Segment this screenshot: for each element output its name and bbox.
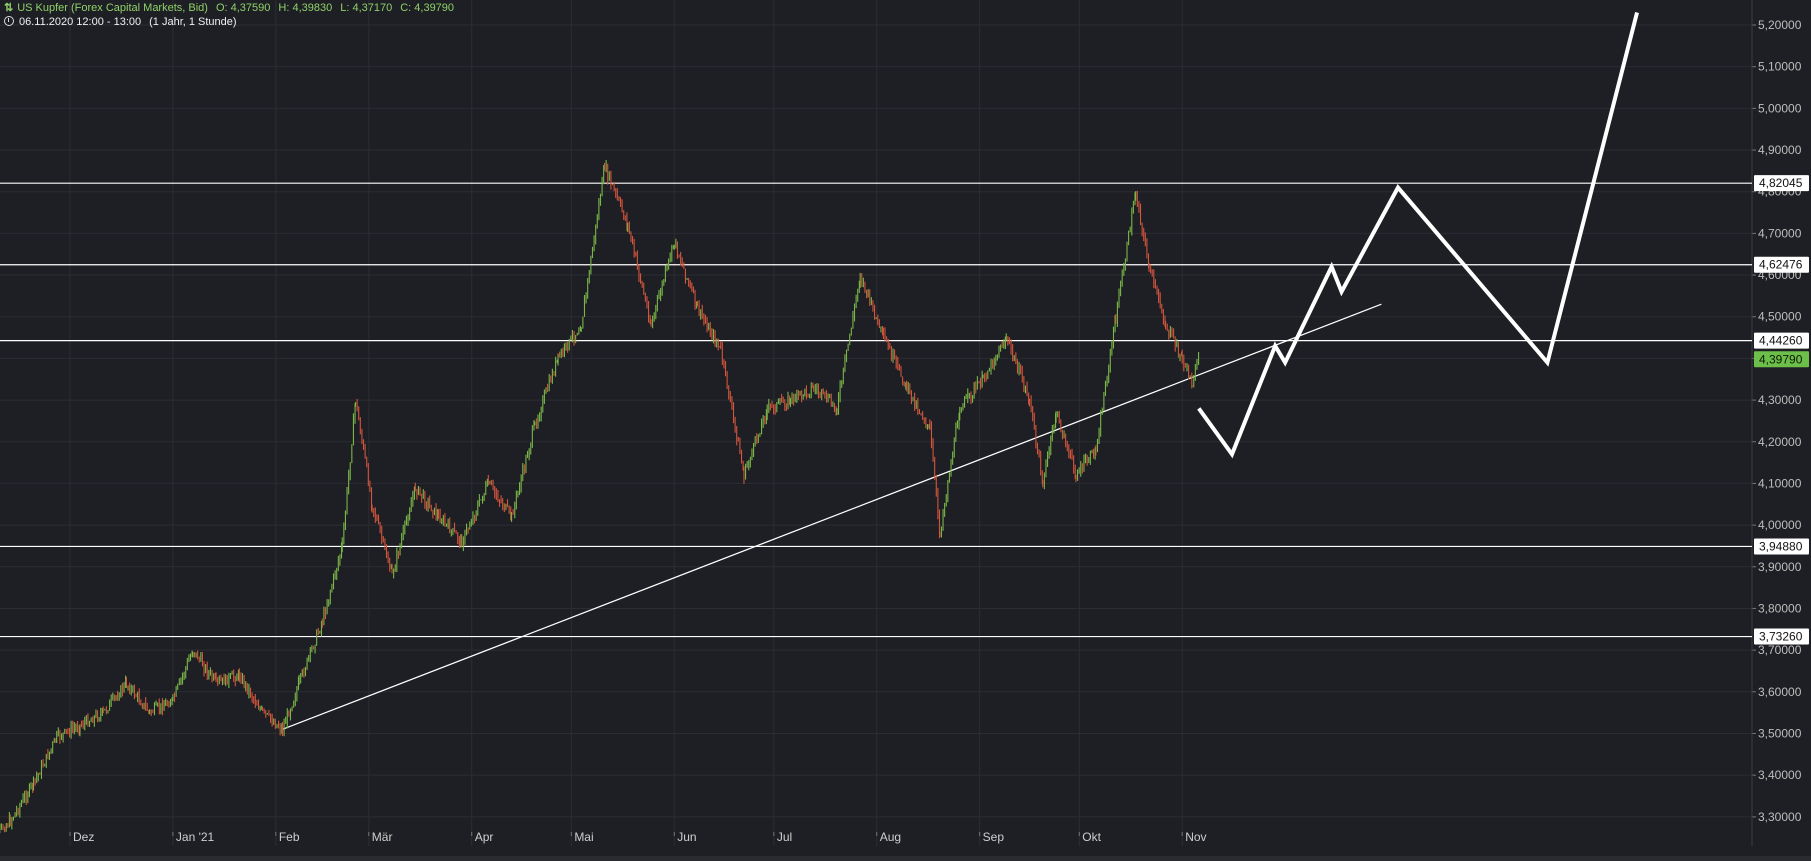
timeframe-text: (1 Jahr, 1 Stunde) [149,16,237,28]
x-tick-label: Sep [983,830,1005,844]
x-tick-label: Mär [372,830,393,844]
y-tick-label: 3,30000 [1758,810,1802,824]
low-value: L: 4,37170 [340,2,393,14]
y-tick-label: 3,70000 [1758,643,1802,657]
level-badge [1754,175,1809,192]
instrument-icon: ⇅ [4,2,14,14]
level-badge [1754,628,1809,645]
level-label: 3,94880 [1759,539,1803,553]
level-label: 4,44260 [1759,334,1803,348]
x-tick-label: Apr [475,830,494,844]
y-tick-label: 3,40000 [1758,768,1802,782]
level-badge [1754,538,1809,555]
y-tick-label: 3,50000 [1758,726,1802,740]
instrument-name: US Kupfer (Forex Capital Markets, Bid) [17,2,208,14]
y-tick-label: 3,90000 [1758,560,1802,574]
x-tick-label: Aug [880,830,901,844]
period-text: 06.11.2020 12:00 - 13:00 [19,16,142,28]
x-tick-label: Feb [279,830,300,844]
close-value: C: 4,39790 [400,2,455,14]
y-tick-label: 4,30000 [1758,393,1802,407]
current-price-label: 4,39790 [1759,352,1803,366]
x-tick-label: Jan '21 [176,830,215,844]
bottom-status-bar [0,856,1811,861]
y-tick-label: 4,10000 [1758,476,1802,490]
y-tick-label: 3,80000 [1758,601,1802,615]
x-tick-label: Okt [1082,830,1101,844]
level-badge [1754,332,1809,349]
x-tick-label: Dez [73,830,94,844]
y-tick-label: 3,60000 [1758,685,1802,699]
y-tick-label: 4,50000 [1758,310,1802,324]
period-header: 06.11.2020 12:00 - 13:00 (1 Jahr, 1 Stund… [4,16,237,28]
x-tick-label: Nov [1185,830,1206,844]
y-tick-label: 5,20000 [1758,18,1802,32]
clock-icon [4,16,14,26]
instrument-header: ⇅ US Kupfer (Forex Capital Markets, Bid) O… [4,1,462,14]
y-tick-label: 4,90000 [1758,143,1802,157]
level-badge [1754,256,1809,273]
x-tick-label: Jul [777,830,792,844]
level-label: 4,82045 [1759,176,1803,190]
x-tick-label: Mai [574,830,593,844]
x-tick-label: Jun [677,830,696,844]
current-price-badge [1754,351,1809,368]
y-tick-label: 5,10000 [1758,60,1802,74]
level-label: 3,73260 [1759,630,1803,644]
support-trendline [282,303,1382,730]
open-value: O: 4,37590 [215,2,271,14]
level-label: 4,62476 [1759,258,1803,272]
y-tick-label: 5,00000 [1758,101,1802,115]
y-tick-label: 4,00000 [1758,518,1802,532]
y-tick-label: 4,70000 [1758,226,1802,240]
y-tick-label: 4,20000 [1758,435,1802,449]
high-value: H: 4,39830 [278,2,333,14]
projection-path [1197,12,1639,459]
